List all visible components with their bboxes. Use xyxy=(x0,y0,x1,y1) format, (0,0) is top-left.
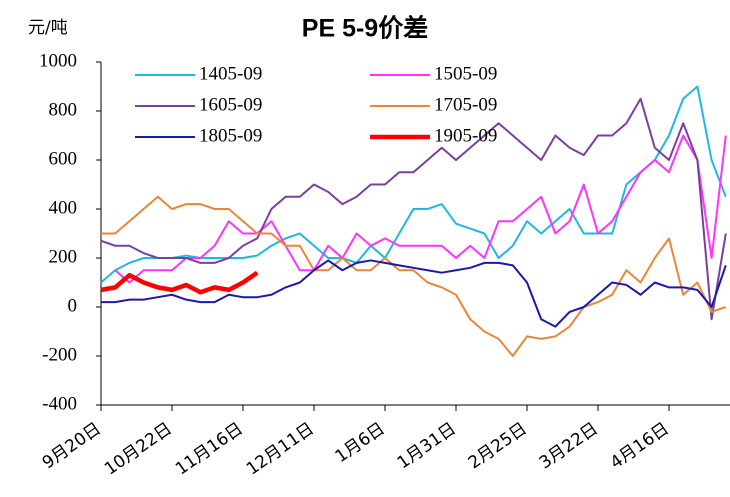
y-tick-label: 400 xyxy=(49,197,78,218)
series-line xyxy=(101,259,727,328)
legend-label: 1705-09 xyxy=(434,94,497,115)
series-line xyxy=(101,195,727,357)
y-tick-label: 200 xyxy=(49,246,78,267)
x-tick-label: 3月22日 xyxy=(536,419,602,473)
legend-label: 1505-09 xyxy=(434,63,497,84)
series-line xyxy=(100,97,727,321)
y-tick-label: 800 xyxy=(49,99,78,120)
x-tick-label: 9月20日 xyxy=(39,419,105,473)
x-tick-label: 2月25日 xyxy=(465,419,531,473)
x-tick-label: 4月16日 xyxy=(607,419,673,473)
x-tick-label: 1月31日 xyxy=(394,419,460,473)
series-line xyxy=(100,85,727,284)
chart-title: PE 5-9价差 xyxy=(302,14,428,43)
x-tick-label: 1月6日 xyxy=(332,419,389,467)
y-tick-label: 1000 xyxy=(39,50,77,71)
y-tick-label: 600 xyxy=(49,148,78,169)
x-tick-label: 10月22日 xyxy=(101,419,176,480)
legend-label: 1905-09 xyxy=(434,125,497,146)
y-tick-label: -200 xyxy=(42,344,77,365)
y-axis-label: 元/吨 xyxy=(28,18,68,38)
series-line xyxy=(100,270,259,295)
x-tick-label: 12月11日 xyxy=(243,419,318,480)
y-tick-label: 0 xyxy=(68,295,78,316)
x-tick-label: 11月16日 xyxy=(172,419,247,480)
series-line xyxy=(114,134,727,284)
legend-label: 1605-09 xyxy=(199,94,262,115)
legend-label: 1805-09 xyxy=(199,125,262,146)
y-tick-label: -400 xyxy=(42,393,77,414)
legend-label: 1405-09 xyxy=(199,63,262,84)
